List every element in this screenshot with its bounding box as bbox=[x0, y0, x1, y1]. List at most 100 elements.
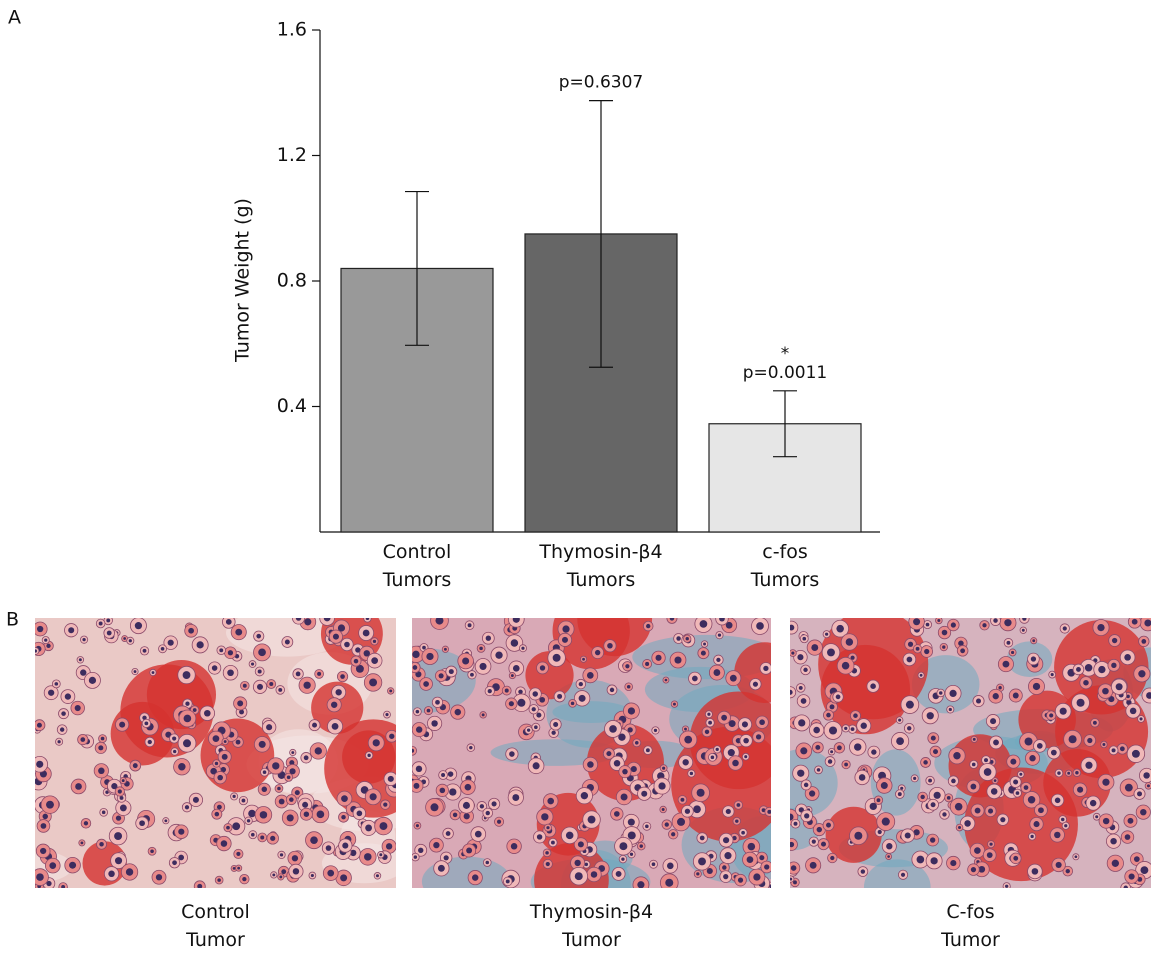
nucleus bbox=[990, 788, 998, 795]
nucleus bbox=[317, 671, 322, 676]
nucleus bbox=[939, 691, 943, 695]
nucleus bbox=[1067, 771, 1071, 775]
nucleus bbox=[1124, 654, 1131, 661]
nucleus bbox=[331, 722, 339, 730]
nucleus bbox=[1015, 791, 1020, 795]
nucleus bbox=[340, 674, 345, 679]
nucleus bbox=[449, 788, 457, 796]
nucleus bbox=[1023, 785, 1029, 790]
nucleus bbox=[578, 694, 586, 702]
nucleus bbox=[916, 855, 925, 864]
nucleus bbox=[1032, 682, 1041, 691]
nucleus bbox=[260, 835, 265, 840]
nucleus bbox=[728, 720, 736, 728]
nucleus bbox=[746, 856, 754, 863]
nucleus bbox=[920, 794, 925, 800]
nucleus bbox=[1038, 807, 1044, 814]
nucleus bbox=[698, 857, 706, 866]
nucleus bbox=[1127, 817, 1134, 824]
y-tick-label: 1.6 bbox=[277, 19, 307, 41]
nucleus bbox=[721, 714, 728, 721]
nucleus bbox=[665, 878, 674, 887]
nucleus bbox=[1111, 748, 1116, 753]
nucleus bbox=[151, 671, 155, 674]
nucleus bbox=[188, 627, 194, 634]
nucleus bbox=[790, 865, 797, 871]
nucleus bbox=[448, 669, 454, 675]
nucleus bbox=[1129, 707, 1137, 715]
nucleus bbox=[1010, 758, 1017, 765]
nucleus bbox=[587, 815, 596, 824]
nucleus bbox=[904, 832, 911, 839]
nucleus bbox=[717, 633, 722, 637]
nucleus bbox=[1124, 834, 1131, 840]
nucleus bbox=[517, 698, 526, 707]
nucleus bbox=[722, 837, 730, 844]
nucleus bbox=[447, 771, 454, 777]
nucleus bbox=[653, 728, 658, 733]
nucleus bbox=[364, 853, 372, 861]
nucleus bbox=[1131, 618, 1138, 625]
nucleus bbox=[232, 822, 241, 831]
nucleus bbox=[707, 712, 711, 716]
nucleus bbox=[1054, 831, 1061, 839]
nucleus bbox=[121, 779, 125, 783]
nucleus bbox=[744, 755, 748, 759]
nucleus bbox=[759, 855, 765, 861]
nucleus bbox=[925, 622, 930, 627]
nucleus bbox=[983, 768, 992, 776]
nucleus bbox=[1050, 749, 1057, 756]
nucleus bbox=[827, 648, 835, 657]
nucleus bbox=[907, 726, 912, 731]
nucleus bbox=[689, 771, 694, 776]
nucleus bbox=[214, 811, 220, 817]
nucleus bbox=[437, 864, 445, 872]
nucleus bbox=[1124, 783, 1133, 792]
nucleus bbox=[715, 747, 719, 752]
nucleus bbox=[250, 662, 255, 666]
nucleus bbox=[80, 841, 84, 845]
nucleus bbox=[974, 847, 981, 854]
nucleus bbox=[764, 864, 770, 870]
nucleus bbox=[258, 648, 266, 657]
nucleus bbox=[1059, 707, 1067, 715]
nucleus bbox=[279, 853, 284, 857]
nucleus bbox=[896, 737, 904, 746]
nucleus bbox=[469, 745, 473, 750]
nucleus bbox=[664, 678, 668, 682]
nucleus bbox=[133, 670, 137, 673]
nucleus bbox=[211, 665, 218, 671]
nucleus bbox=[876, 798, 881, 803]
nucleus bbox=[196, 641, 204, 649]
nucleus bbox=[337, 624, 346, 632]
nucleus bbox=[841, 661, 850, 670]
nucleus bbox=[123, 637, 126, 640]
nucleus bbox=[443, 647, 447, 651]
nucleus bbox=[178, 854, 185, 861]
nucleus bbox=[256, 683, 264, 690]
nucleus bbox=[942, 645, 946, 649]
nucleus bbox=[302, 801, 309, 808]
nucleus bbox=[816, 826, 823, 833]
nucleus bbox=[793, 821, 798, 826]
nucleus bbox=[219, 648, 224, 653]
nucleus bbox=[897, 792, 902, 797]
nucleus bbox=[836, 624, 844, 633]
nucleus bbox=[826, 822, 831, 828]
nucleus bbox=[332, 633, 339, 640]
nucleus bbox=[114, 857, 123, 865]
nucleus bbox=[472, 874, 479, 881]
nucleus bbox=[464, 783, 472, 791]
nucleus bbox=[1054, 797, 1061, 804]
nucleus bbox=[988, 808, 994, 814]
nucleus bbox=[545, 851, 549, 855]
nucleus bbox=[986, 852, 993, 858]
nucleus bbox=[369, 678, 378, 687]
x-tick-label: Control Tumors bbox=[382, 541, 452, 591]
cell bbox=[666, 618, 678, 624]
nucleus bbox=[379, 853, 383, 857]
nucleus bbox=[1110, 837, 1117, 845]
nucleus bbox=[1131, 749, 1140, 758]
nucleus bbox=[178, 828, 185, 835]
